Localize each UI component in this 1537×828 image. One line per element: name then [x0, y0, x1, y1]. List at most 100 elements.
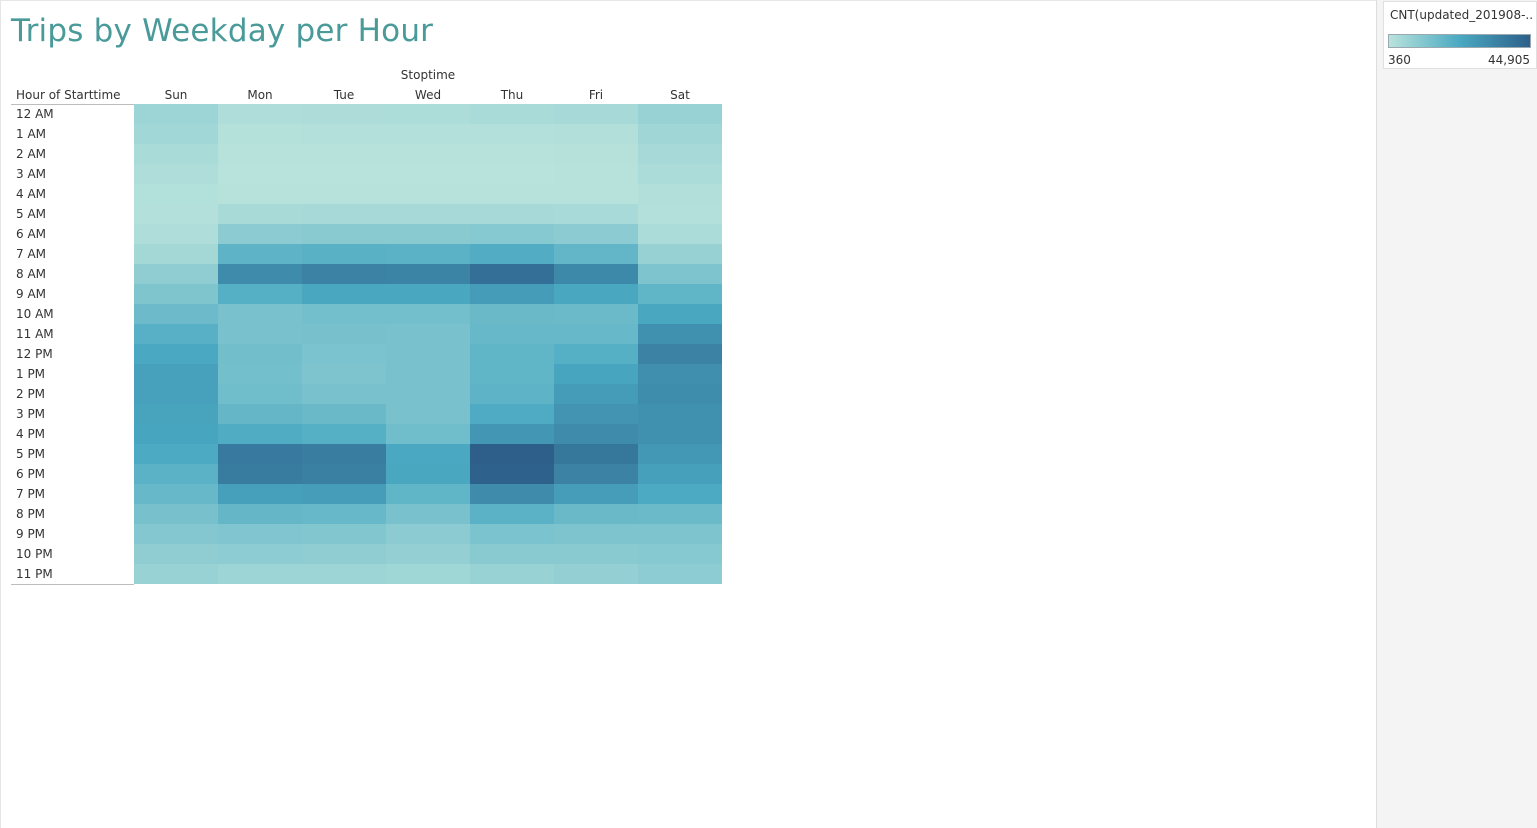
- heatmap-cell-fri-6-am[interactable]: [554, 224, 638, 244]
- heatmap-cell-sun-12-am[interactable]: [134, 104, 218, 124]
- heatmap-cell-sun-9-am[interactable]: [134, 284, 218, 304]
- heatmap-cell-sat-10-pm[interactable]: [638, 544, 722, 564]
- heatmap-cell-tue-9-am[interactable]: [302, 284, 386, 304]
- heatmap-cell-sun-5-pm[interactable]: [134, 444, 218, 464]
- heatmap-cell-fri-4-am[interactable]: [554, 184, 638, 204]
- heatmap-cell-thu-9-am[interactable]: [470, 284, 554, 304]
- heatmap-cell-thu-6-pm[interactable]: [470, 464, 554, 484]
- heatmap-cell-sun-4-am[interactable]: [134, 184, 218, 204]
- heatmap-cell-thu-11-pm[interactable]: [470, 564, 554, 584]
- heatmap-cell-mon-2-am[interactable]: [218, 144, 302, 164]
- heatmap-cell-sun-6-pm[interactable]: [134, 464, 218, 484]
- heatmap-cell-wed-2-am[interactable]: [386, 144, 470, 164]
- heatmap-cell-sun-9-pm[interactable]: [134, 524, 218, 544]
- heatmap-cell-sun-3-am[interactable]: [134, 164, 218, 184]
- heatmap-cell-thu-2-am[interactable]: [470, 144, 554, 164]
- heatmap-cell-sun-2-pm[interactable]: [134, 384, 218, 404]
- heatmap-cell-mon-11-am[interactable]: [218, 324, 302, 344]
- heatmap-cell-thu-4-am[interactable]: [470, 184, 554, 204]
- heatmap-cell-thu-5-am[interactable]: [470, 204, 554, 224]
- heatmap-cell-sun-8-am[interactable]: [134, 264, 218, 284]
- heatmap-cell-fri-5-pm[interactable]: [554, 444, 638, 464]
- heatmap-cell-sat-2-am[interactable]: [638, 144, 722, 164]
- heatmap-cell-mon-9-pm[interactable]: [218, 524, 302, 544]
- heatmap-cell-wed-10-pm[interactable]: [386, 544, 470, 564]
- heatmap-cell-sun-4-pm[interactable]: [134, 424, 218, 444]
- heatmap-cell-mon-7-pm[interactable]: [218, 484, 302, 504]
- heatmap-cell-sat-3-am[interactable]: [638, 164, 722, 184]
- heatmap-cell-thu-3-pm[interactable]: [470, 404, 554, 424]
- heatmap-cell-mon-4-am[interactable]: [218, 184, 302, 204]
- heatmap-cell-mon-7-am[interactable]: [218, 244, 302, 264]
- heatmap-cell-sat-4-pm[interactable]: [638, 424, 722, 444]
- heatmap-cell-tue-7-pm[interactable]: [302, 484, 386, 504]
- heatmap-cell-tue-11-pm[interactable]: [302, 564, 386, 584]
- heatmap-cell-fri-5-am[interactable]: [554, 204, 638, 224]
- heatmap-cell-tue-8-pm[interactable]: [302, 504, 386, 524]
- heatmap-cell-thu-12-am[interactable]: [470, 104, 554, 124]
- heatmap-cell-wed-4-am[interactable]: [386, 184, 470, 204]
- heatmap-cell-sat-5-am[interactable]: [638, 204, 722, 224]
- heatmap-cell-tue-6-am[interactable]: [302, 224, 386, 244]
- heatmap-cell-sun-3-pm[interactable]: [134, 404, 218, 424]
- heatmap-cell-tue-7-am[interactable]: [302, 244, 386, 264]
- heatmap-cell-mon-1-am[interactable]: [218, 124, 302, 144]
- heatmap-cell-thu-8-pm[interactable]: [470, 504, 554, 524]
- heatmap-cell-sat-11-pm[interactable]: [638, 564, 722, 584]
- heatmap-cell-fri-2-pm[interactable]: [554, 384, 638, 404]
- heatmap-cell-thu-10-pm[interactable]: [470, 544, 554, 564]
- heatmap-cell-fri-8-pm[interactable]: [554, 504, 638, 524]
- heatmap-cell-tue-5-am[interactable]: [302, 204, 386, 224]
- heatmap-cell-fri-10-pm[interactable]: [554, 544, 638, 564]
- heatmap-cell-wed-5-pm[interactable]: [386, 444, 470, 464]
- heatmap-cell-sat-8-am[interactable]: [638, 264, 722, 284]
- heatmap-cell-sat-10-am[interactable]: [638, 304, 722, 324]
- heatmap-cell-wed-12-am[interactable]: [386, 104, 470, 124]
- heatmap-cell-wed-1-pm[interactable]: [386, 364, 470, 384]
- heatmap-cell-tue-1-am[interactable]: [302, 124, 386, 144]
- heatmap-cell-sat-2-pm[interactable]: [638, 384, 722, 404]
- heatmap-cell-thu-1-pm[interactable]: [470, 364, 554, 384]
- heatmap-cell-wed-8-am[interactable]: [386, 264, 470, 284]
- heatmap-cell-wed-1-am[interactable]: [386, 124, 470, 144]
- heatmap-cell-tue-5-pm[interactable]: [302, 444, 386, 464]
- heatmap-cell-sat-3-pm[interactable]: [638, 404, 722, 424]
- heatmap-cell-wed-2-pm[interactable]: [386, 384, 470, 404]
- heatmap-cell-wed-10-am[interactable]: [386, 304, 470, 324]
- heatmap-cell-wed-7-am[interactable]: [386, 244, 470, 264]
- heatmap-cell-sat-6-pm[interactable]: [638, 464, 722, 484]
- heatmap-cell-wed-11-am[interactable]: [386, 324, 470, 344]
- heatmap-cell-fri-1-am[interactable]: [554, 124, 638, 144]
- heatmap-cell-fri-12-am[interactable]: [554, 104, 638, 124]
- heatmap-cell-thu-6-am[interactable]: [470, 224, 554, 244]
- heatmap-cell-wed-7-pm[interactable]: [386, 484, 470, 504]
- heatmap-cell-mon-9-am[interactable]: [218, 284, 302, 304]
- heatmap-cell-mon-11-pm[interactable]: [218, 564, 302, 584]
- heatmap-cell-mon-4-pm[interactable]: [218, 424, 302, 444]
- heatmap-cell-wed-6-pm[interactable]: [386, 464, 470, 484]
- heatmap-cell-thu-7-am[interactable]: [470, 244, 554, 264]
- heatmap-cell-thu-5-pm[interactable]: [470, 444, 554, 464]
- heatmap-cell-sun-10-am[interactable]: [134, 304, 218, 324]
- heatmap-cell-fri-9-pm[interactable]: [554, 524, 638, 544]
- heatmap-cell-sun-5-am[interactable]: [134, 204, 218, 224]
- heatmap-cell-tue-4-pm[interactable]: [302, 424, 386, 444]
- heatmap-cell-sat-9-pm[interactable]: [638, 524, 722, 544]
- heatmap-cell-mon-10-am[interactable]: [218, 304, 302, 324]
- heatmap-cell-tue-3-am[interactable]: [302, 164, 386, 184]
- heatmap-cell-thu-11-am[interactable]: [470, 324, 554, 344]
- heatmap-cell-mon-3-pm[interactable]: [218, 404, 302, 424]
- heatmap-cell-fri-9-am[interactable]: [554, 284, 638, 304]
- heatmap-cell-sun-12-pm[interactable]: [134, 344, 218, 364]
- heatmap-cell-wed-3-pm[interactable]: [386, 404, 470, 424]
- heatmap-cell-tue-4-am[interactable]: [302, 184, 386, 204]
- heatmap-cell-thu-4-pm[interactable]: [470, 424, 554, 444]
- heatmap-cell-mon-5-pm[interactable]: [218, 444, 302, 464]
- heatmap-cell-thu-3-am[interactable]: [470, 164, 554, 184]
- heatmap-cell-sat-1-am[interactable]: [638, 124, 722, 144]
- heatmap-cell-sat-11-am[interactable]: [638, 324, 722, 344]
- heatmap-cell-mon-6-am[interactable]: [218, 224, 302, 244]
- heatmap-cell-wed-11-pm[interactable]: [386, 564, 470, 584]
- heatmap-cell-fri-11-pm[interactable]: [554, 564, 638, 584]
- heatmap-cell-fri-12-pm[interactable]: [554, 344, 638, 364]
